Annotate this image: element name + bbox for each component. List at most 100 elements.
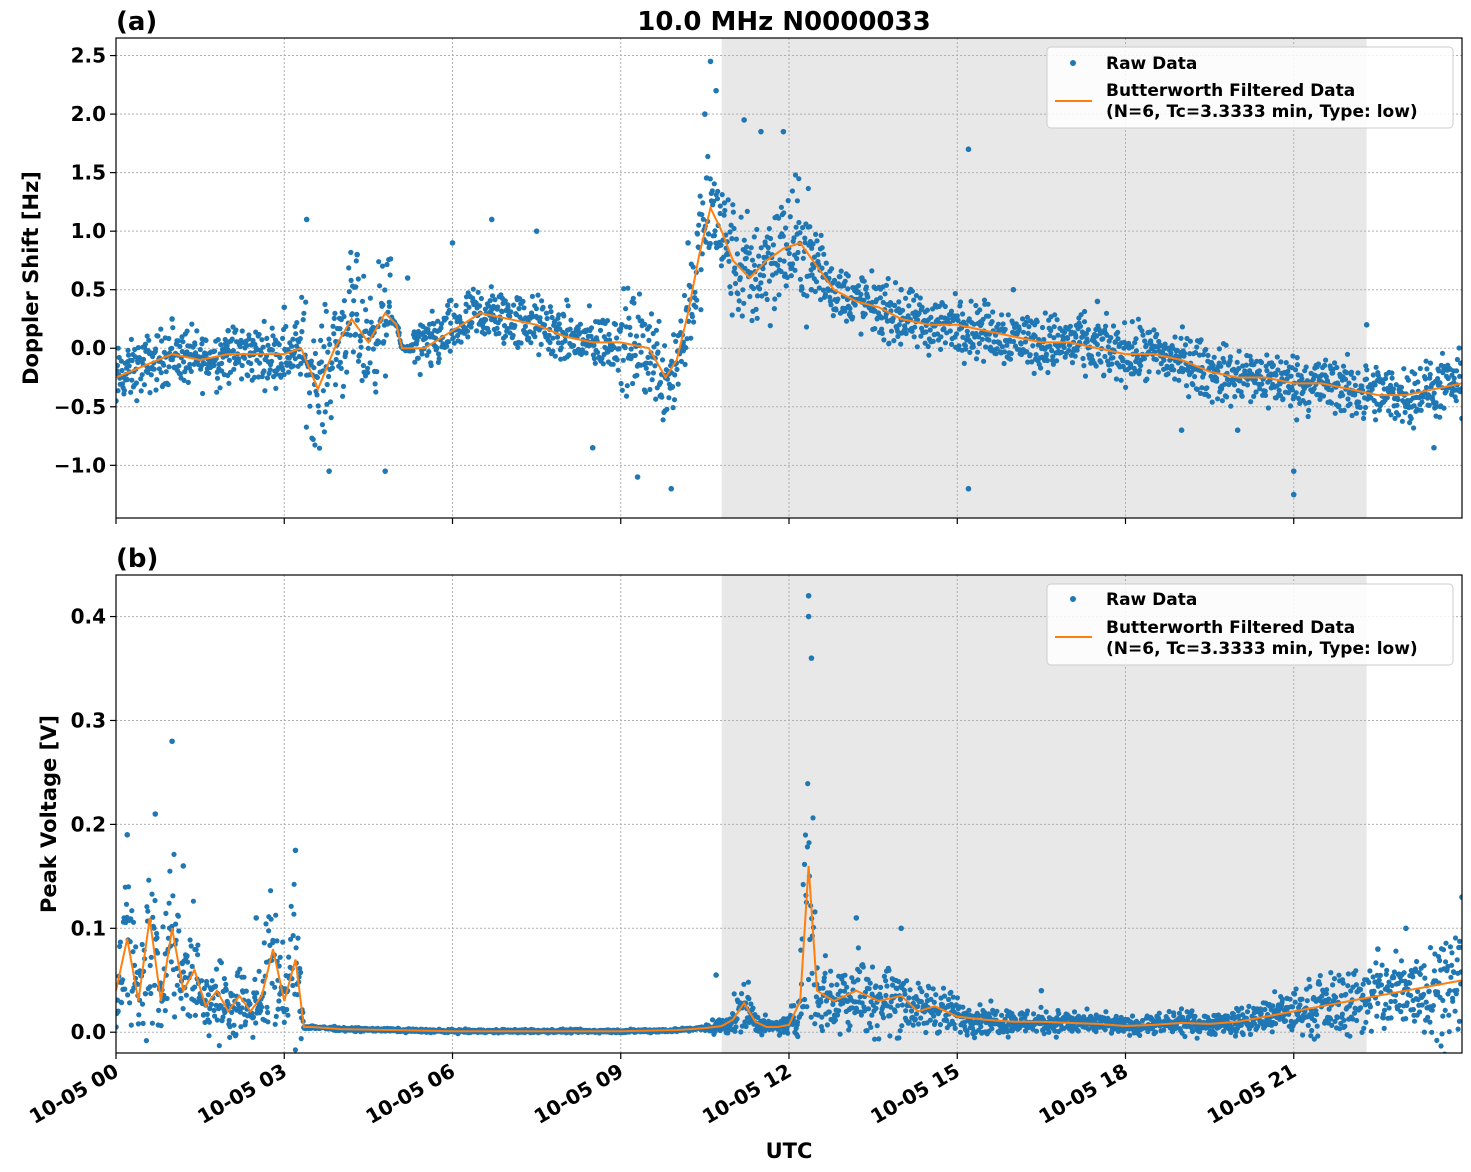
raw-data-point [1306, 399, 1312, 405]
raw-data-point [765, 250, 771, 256]
raw-data-point [431, 321, 437, 327]
raw-data-point [140, 356, 147, 362]
raw-data-point [1419, 399, 1425, 405]
raw-data-point [689, 314, 696, 320]
raw-data-point [1001, 360, 1007, 367]
raw-data-point [721, 212, 727, 218]
raw-data-point [760, 266, 766, 272]
raw-data-point [600, 361, 606, 367]
raw-data-point [1200, 352, 1206, 358]
raw-data-point [764, 296, 770, 303]
raw-data-point [1104, 332, 1110, 338]
raw-data-point [1187, 338, 1193, 344]
raw-data-point [1007, 356, 1014, 362]
raw-data-point [1069, 360, 1076, 366]
raw-data-point [755, 1014, 761, 1021]
raw-data-point [527, 329, 533, 335]
raw-data-point [659, 394, 665, 400]
raw-data-point [1303, 364, 1309, 370]
raw-data-point [1372, 382, 1378, 388]
raw-data-point [180, 339, 186, 345]
raw-data-point [332, 310, 338, 316]
raw-data-point [913, 293, 920, 299]
raw-data-point [1270, 362, 1276, 368]
raw-data-point [748, 1001, 754, 1007]
raw-data-point [696, 222, 702, 228]
raw-data-point [618, 380, 624, 387]
raw-data-point [1292, 999, 1298, 1005]
raw-data-point [544, 315, 550, 322]
raw-data-point [942, 340, 949, 346]
raw-data-point [192, 1012, 198, 1018]
raw-data-point [630, 295, 636, 301]
raw-data-point [1078, 312, 1084, 318]
raw-data-point [1137, 367, 1143, 373]
raw-data-point [880, 299, 886, 306]
raw-data-point [1282, 1018, 1289, 1024]
raw-data-point [1334, 364, 1340, 371]
raw-data-point [1000, 321, 1006, 327]
raw-data-point [744, 244, 750, 250]
raw-data-point [981, 297, 988, 303]
raw-data-point [290, 336, 296, 342]
raw-data-point [947, 328, 953, 334]
raw-data-point [293, 331, 299, 337]
raw-data-point [341, 313, 347, 320]
raw-data-point [1427, 371, 1433, 378]
raw-data-point [1060, 333, 1066, 340]
raw-data-point [682, 361, 688, 367]
raw-data-point [906, 303, 912, 309]
raw-data-point [1344, 370, 1350, 376]
raw-data-point [312, 442, 318, 448]
raw-data-point [688, 335, 694, 341]
raw-data-point [783, 283, 789, 289]
raw-data-point [999, 1012, 1005, 1018]
raw-data-point [1272, 989, 1278, 995]
raw-data-point [619, 387, 625, 393]
raw-data-point [212, 1013, 218, 1019]
raw-data-point [539, 298, 545, 304]
raw-data-point [197, 354, 203, 360]
raw-data-point [733, 1024, 739, 1030]
raw-data-point [678, 318, 684, 324]
raw-data-point [116, 1024, 119, 1030]
raw-data-point [321, 429, 327, 435]
raw-data-point [358, 344, 364, 350]
raw-data-point [835, 296, 841, 302]
raw-data-point [797, 276, 804, 282]
raw-data-point [354, 311, 360, 317]
raw-data-point [865, 294, 871, 300]
raw-data-point [650, 330, 656, 337]
raw-data-point [577, 321, 584, 327]
raw-data-point [954, 331, 960, 337]
raw-data-point [556, 321, 562, 327]
raw-data-point [743, 255, 749, 261]
raw-data-point [1262, 392, 1269, 398]
raw-data-point [1185, 364, 1191, 371]
raw-data-point [898, 341, 904, 347]
raw-data-point [329, 365, 335, 371]
panel-a-filtered-data [116, 204, 1462, 397]
raw-data-point [1047, 343, 1053, 349]
raw-data-point [607, 337, 613, 343]
raw-data-point [895, 1003, 901, 1009]
raw-data-point [415, 355, 421, 361]
raw-data-point [831, 277, 838, 283]
raw-data-point [353, 331, 359, 337]
raw-data-point [1061, 329, 1068, 335]
raw-data-point [434, 345, 440, 351]
raw-data-point [185, 379, 191, 385]
raw-data-point [978, 1024, 984, 1030]
raw-data-point [1386, 408, 1392, 414]
raw-data-point [139, 1001, 146, 1007]
raw-data-point [1370, 372, 1376, 378]
raw-data-point [174, 982, 180, 988]
raw-data-point [879, 326, 885, 332]
raw-data-point [382, 287, 388, 293]
raw-data-point [884, 983, 890, 989]
raw-data-point [1322, 362, 1328, 368]
raw-data-point [691, 319, 697, 325]
raw-data-point [668, 485, 675, 492]
raw-data-point [1388, 412, 1394, 418]
raw-data-point [128, 336, 134, 342]
